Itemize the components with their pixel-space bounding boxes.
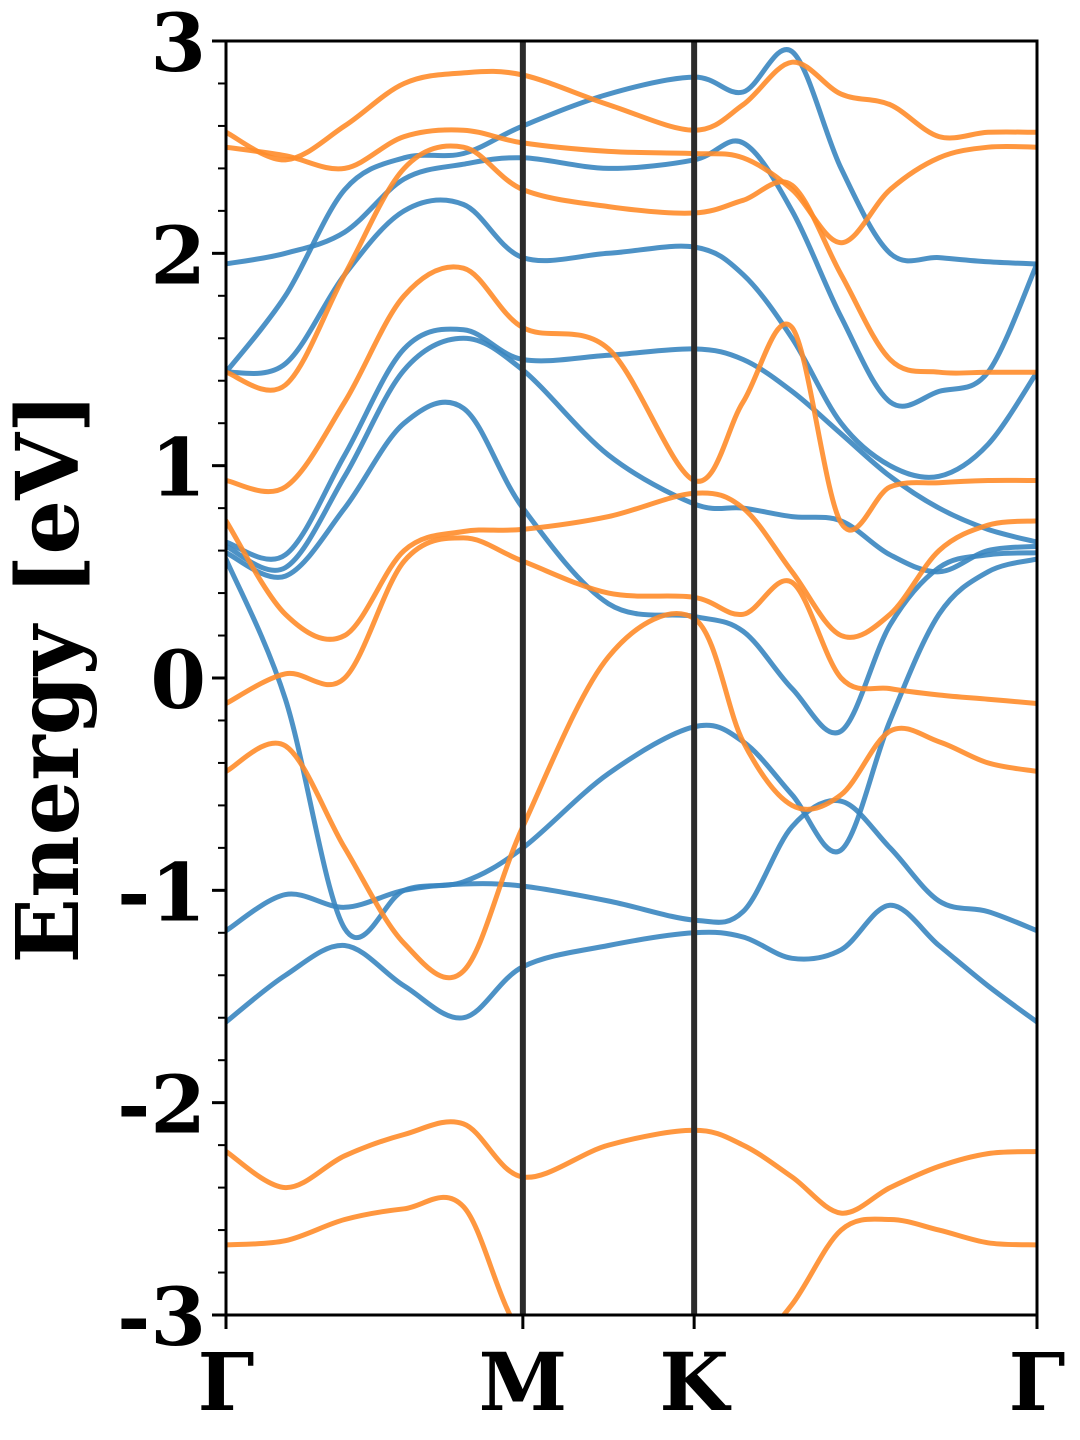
y-tick-label: -2	[117, 1058, 206, 1152]
y-tick-label: 2	[150, 208, 206, 302]
y-tick-label: 3	[150, 0, 206, 90]
y-tick-label: 1	[150, 421, 206, 515]
band-lines	[226, 47, 1037, 1315]
band-line-spin-up	[226, 798, 1037, 934]
x-tick-label: M	[479, 1335, 568, 1429]
band-line-spin-up	[226, 902, 1037, 1025]
y-tick-label: 0	[150, 633, 206, 727]
band-line-spin-up	[226, 197, 1037, 480]
band-line-spin-down	[226, 535, 1037, 706]
band-line-spin-up	[226, 326, 1037, 562]
high-symmetry-lines	[519, 41, 698, 1315]
y-axis-title: Energy [eV]	[0, 393, 99, 964]
band-line-spin-down	[226, 1119, 1037, 1216]
band-line-spin-up	[226, 556, 1037, 940]
band-line-spin-down	[226, 1194, 1037, 1315]
band-line-spin-down	[226, 611, 1037, 981]
band-line-spin-down	[226, 264, 1037, 533]
y-tick-label: -1	[117, 845, 206, 939]
band-line-spin-down	[226, 59, 1037, 163]
band-line-spin-down	[226, 143, 1037, 393]
x-tick-label: Γ	[198, 1335, 255, 1429]
y-tick-label: -3	[117, 1270, 206, 1364]
band-line-spin-up	[226, 335, 1037, 575]
band-line-spin-down	[226, 127, 1037, 246]
y-ticks: -3 -2 -1 0 1 2 3	[117, 0, 226, 1364]
x-tick-label: K	[659, 1335, 731, 1429]
band-line-spin-up	[226, 47, 1037, 375]
x-tick-label: Γ	[1009, 1335, 1066, 1429]
band-line-spin-down	[226, 490, 1037, 642]
